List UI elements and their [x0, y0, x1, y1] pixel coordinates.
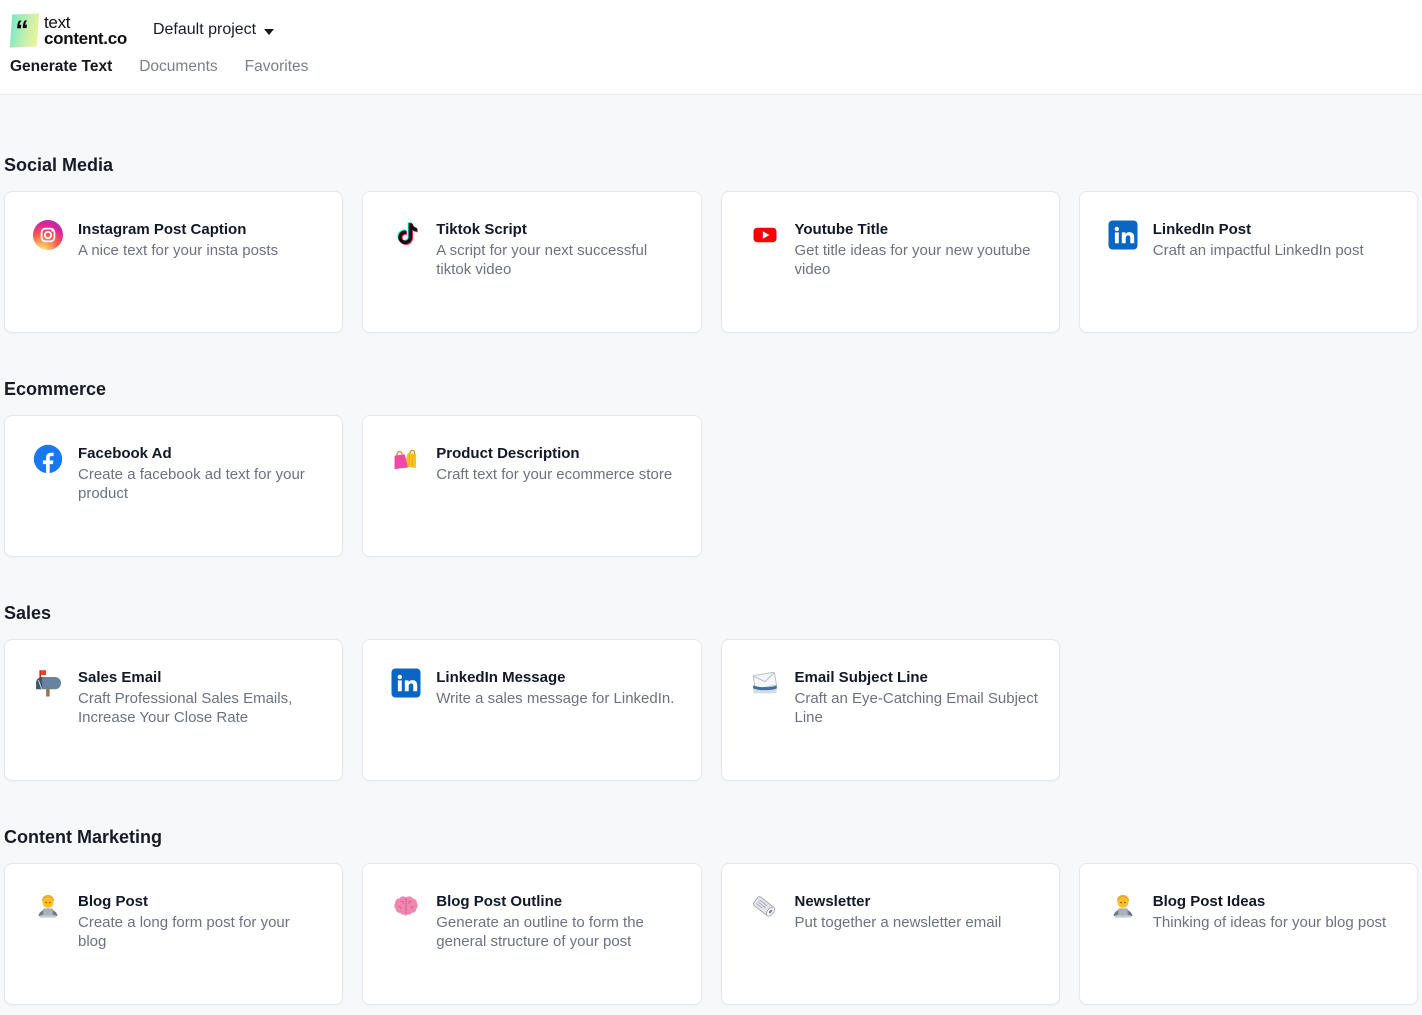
card-title: Blog Post: [78, 893, 148, 910]
card-instagram-post-caption[interactable]: Instagram Post Caption A nice text for yo…: [4, 191, 344, 333]
card-title: Blog Post Outline: [436, 893, 563, 910]
incoming-envelope-icon: [750, 668, 780, 698]
youtube-icon: [750, 220, 780, 250]
section-ecommerce: Ecommerce Facebook Ad Create a facebook ad…: [4, 379, 1418, 557]
card-title: Tiktok Script: [436, 221, 527, 238]
card-blog-post[interactable]: Blog Post Create a long form post for you…: [4, 863, 344, 1005]
card-title: Instagram Post Caption: [78, 221, 247, 238]
technologist-icon: [1108, 892, 1138, 922]
card-linkedin-post[interactable]: LinkedIn Post Craft an impactful LinkedIn…: [1078, 191, 1418, 333]
card-description: A script for your next successful tiktok…: [436, 242, 648, 278]
card-title: Blog Post Ideas: [1152, 893, 1266, 910]
card-body: Tiktok Script A script for your next succ…: [436, 219, 680, 332]
linkedin-icon: [391, 668, 421, 698]
card-body: Facebook Ad Create a facebook ad text for…: [78, 443, 322, 556]
card-description: Craft an impactful LinkedIn post: [1152, 242, 1364, 259]
app-header: “ text content.co Default project Genera…: [0, 0, 1422, 95]
card-description: Craft Professional Sales Emails, Increas…: [78, 690, 293, 726]
card-body: Newsletter Put together a newsletter emai…: [795, 891, 1002, 1004]
card-youtube-title[interactable]: Youtube Title Get title ideas for your ne…: [720, 191, 1060, 333]
project-selector-dropdown[interactable]: Default project: [152, 21, 275, 39]
card-title: Newsletter: [794, 893, 871, 910]
app-logo[interactable]: “ text content.co: [9, 12, 127, 48]
card-grid: Sales Email Craft Professional Sales Emai…: [4, 639, 1418, 781]
template-sections-container: Social Media Instagram Post Caption A nice…: [0, 95, 1422, 1005]
tab-favorites[interactable]: Favorites: [244, 58, 309, 75]
section-title: Content Marketing: [4, 827, 163, 847]
card-linkedin-message[interactable]: LinkedIn Message Write a sales message fo…: [362, 639, 702, 781]
project-selector-label: Default project: [152, 21, 257, 38]
card-body: Blog Post Outline Generate an outline to …: [436, 891, 680, 1004]
logo-wordmark-line2: content.co: [44, 28, 127, 48]
card-body: Blog Post Ideas Thinking of ideas for you…: [1153, 891, 1386, 1004]
quote-logo-icon: “: [9, 13, 40, 47]
card-body: Email Subject Line Craft an Eye-Catching …: [795, 667, 1039, 780]
card-description: Get title ideas for your new youtube vid…: [794, 242, 1031, 278]
logo-wordmark-line1: text: [44, 12, 71, 32]
card-tiktok-script[interactable]: Tiktok Script A script for your next succ…: [362, 191, 702, 333]
card-body: LinkedIn Message Write a sales message fo…: [436, 667, 674, 780]
newspaper-icon: [750, 892, 780, 922]
card-description: Generate an outline to form the general …: [436, 914, 644, 950]
card-description: Craft text for your ecommerce store: [436, 466, 673, 483]
card-title: Product Description: [436, 445, 580, 462]
section-title: Social Media: [4, 155, 114, 175]
section-title: Ecommerce: [4, 379, 107, 399]
card-blog-post-ideas[interactable]: Blog Post Ideas Thinking of ideas for you…: [1078, 863, 1418, 1005]
technologist-icon: [33, 892, 63, 922]
card-body: Instagram Post Caption A nice text for yo…: [78, 219, 278, 332]
facebook-icon: [33, 444, 63, 474]
shopping-bags-icon: [391, 444, 421, 474]
card-description: Craft an Eye-Catching Email Subject Line: [794, 690, 1038, 726]
instagram-icon: [33, 220, 63, 250]
card-title: Sales Email: [78, 669, 162, 686]
tab-generate-text[interactable]: Generate Text: [10, 58, 113, 75]
card-description: Put together a newsletter email: [794, 914, 1002, 931]
card-description: Thinking of ideas for your blog post: [1152, 914, 1387, 931]
tab-documents[interactable]: Documents: [139, 58, 218, 75]
card-description: A nice text for your insta posts: [78, 242, 279, 259]
card-newsletter[interactable]: Newsletter Put together a newsletter emai…: [720, 863, 1060, 1005]
card-sales-email[interactable]: Sales Email Craft Professional Sales Emai…: [4, 639, 344, 781]
section-sales: Sales Sales Email Craft Professional Sales…: [4, 603, 1418, 781]
chevron-down-icon: [264, 28, 275, 35]
card-title: Youtube Title: [794, 221, 889, 238]
card-title: LinkedIn Post: [1152, 221, 1252, 238]
card-body: Blog Post Create a long form post for you…: [78, 891, 322, 1004]
section-social-media: Social Media Instagram Post Caption A nice…: [4, 155, 1418, 333]
brain-icon: [391, 892, 421, 922]
card-title: LinkedIn Message: [436, 669, 566, 686]
card-body: Youtube Title Get title ideas for your ne…: [795, 219, 1039, 332]
card-body: LinkedIn Post Craft an impactful LinkedIn…: [1153, 219, 1364, 332]
section-title: Sales: [4, 603, 52, 623]
card-blog-post-outline[interactable]: Blog Post Outline Generate an outline to …: [362, 863, 702, 1005]
card-title: Email Subject Line: [794, 669, 928, 686]
logo-wordmark: text content.co: [44, 12, 127, 48]
card-body: Product Description Craft text for your e…: [436, 443, 672, 556]
main-nav-tabs: Generate Text Documents Favorites: [0, 52, 1422, 76]
header-top-row: “ text content.co Default project: [0, 0, 1422, 52]
card-grid: Facebook Ad Create a facebook ad text for…: [4, 415, 1418, 557]
section-content-marketing: Content Marketing Blog Post Create a long …: [4, 827, 1418, 1005]
card-description: Create a facebook ad text for your produ…: [78, 466, 305, 502]
tiktok-icon: [391, 220, 421, 250]
card-facebook-ad[interactable]: Facebook Ad Create a facebook ad text for…: [4, 415, 344, 557]
card-description: Create a long form post for your blog: [78, 914, 290, 950]
card-email-subject-line[interactable]: Email Subject Line Craft an Eye-Catching …: [720, 639, 1060, 781]
card-body: Sales Email Craft Professional Sales Emai…: [78, 667, 322, 780]
mailbox-icon: [33, 668, 63, 698]
card-grid: Instagram Post Caption A nice text for yo…: [4, 191, 1418, 333]
card-grid: Blog Post Create a long form post for you…: [4, 863, 1418, 1005]
card-title: Facebook Ad: [78, 445, 172, 462]
card-product-description[interactable]: Product Description Craft text for your e…: [362, 415, 702, 557]
linkedin-icon: [1108, 220, 1138, 250]
card-description: Write a sales message for LinkedIn.: [436, 690, 675, 707]
